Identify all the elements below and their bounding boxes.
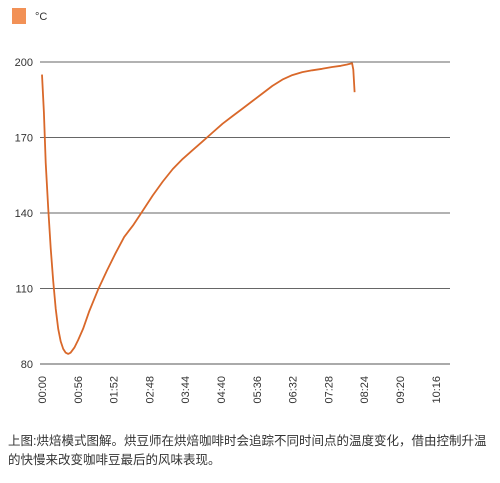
temperature-line-chart: °C 80 110 140 170 200 00:00 00:56 01:52 02:48 03… xyxy=(12,8,450,404)
x-tick-label: 01:52 xyxy=(109,376,121,404)
x-tick-label: 03:44 xyxy=(180,376,192,404)
legend-label: °C xyxy=(35,11,47,23)
x-tick-label: 07:28 xyxy=(323,376,335,404)
x-tick-label: 08:24 xyxy=(359,376,371,404)
x-tick-label: 00:00 xyxy=(37,376,49,404)
x-tick-label: 04:40 xyxy=(216,376,228,404)
x-tick-label: 10:16 xyxy=(431,376,443,404)
series-layer xyxy=(41,62,356,355)
legend-swatch xyxy=(12,8,26,24)
series-line xyxy=(41,62,356,355)
x-axis-ticks: 00:00 00:56 01:52 02:48 03:44 04:40 05:36 06:32… xyxy=(37,376,443,404)
y-tick-label: 170 xyxy=(15,133,33,145)
grid-lines xyxy=(40,61,450,365)
x-tick-label: 05:36 xyxy=(252,376,264,404)
x-tick-label: 06:32 xyxy=(288,376,300,404)
chart-legend: °C xyxy=(12,8,47,24)
chart-caption: 上图:烘焙模式图解。烘豆师在烘焙咖啡时会追踪不同时间点的温度变化，借由控制升温的… xyxy=(8,434,487,467)
y-tick-label: 110 xyxy=(15,284,33,296)
y-tick-label: 140 xyxy=(15,208,33,220)
y-tick-label: 200 xyxy=(15,57,33,69)
y-tick-label: 80 xyxy=(21,359,33,371)
y-axis-ticks: 80 110 140 170 200 xyxy=(15,57,33,371)
x-tick-label: 00:56 xyxy=(73,376,85,404)
chart-svg: °C 80 110 140 170 200 00:00 00:56 01:52 02:48 03… xyxy=(12,8,450,404)
x-tick-label: 09:20 xyxy=(395,376,407,404)
x-tick-label: 02:48 xyxy=(144,376,156,404)
